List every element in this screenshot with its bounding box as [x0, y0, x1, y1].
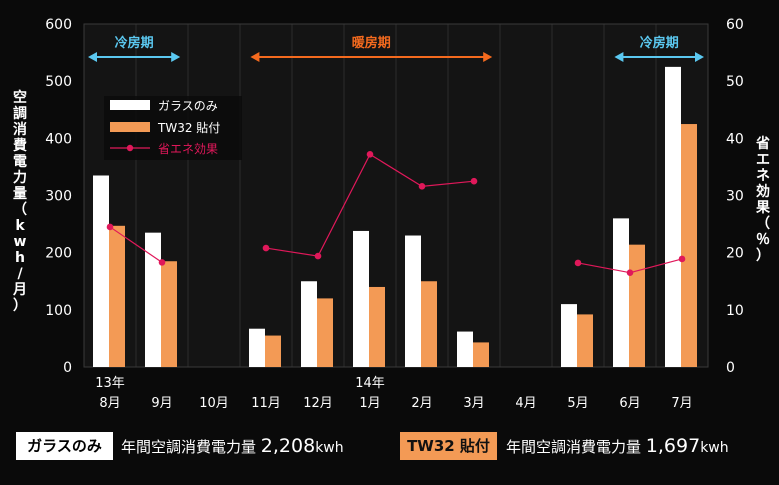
x-tick-label: 10月 — [199, 396, 229, 411]
x-year-label: 13年 — [95, 376, 125, 391]
legend-label-tw32: TW32 貼付 — [157, 120, 220, 135]
y2-tick-label: 0 — [726, 360, 735, 376]
y-tick-label: 600 — [45, 17, 72, 33]
bar-glass-only — [405, 235, 421, 367]
bar-glass-only — [457, 331, 473, 367]
x-tick-label: 11月 — [251, 396, 281, 411]
bar-tw32 — [629, 244, 645, 367]
bar-tw32 — [317, 298, 333, 367]
y-axis-title: 空調消費電力量（ k w h/月） — [12, 89, 27, 314]
x-tick-label: 8月 — [99, 396, 120, 411]
tw32-badge: TW32 貼付 — [400, 432, 497, 460]
y-tick-label: 0 — [63, 360, 72, 376]
period-arrow-head — [614, 52, 624, 62]
y2-tick-label: 50 — [726, 74, 744, 90]
x-tick-label: 3月 — [463, 396, 484, 411]
x-tick-label: 12月 — [303, 396, 333, 411]
point-energy-saving — [470, 177, 478, 185]
point-energy-saving — [158, 259, 166, 266]
x-tick-label: 4月 — [515, 396, 536, 411]
tw32-summary-label: 年間空調消費電力量 — [506, 438, 642, 456]
bar-glass-only — [561, 304, 577, 367]
legend-swatch-tw32 — [110, 122, 150, 132]
point-energy-saving — [262, 244, 270, 252]
legend-label-energy-saving: 省エネ効果 — [158, 141, 218, 156]
x-tick-label: 6月 — [619, 396, 640, 411]
x-tick-label: 9月 — [151, 396, 172, 411]
bar-glass-only — [301, 281, 317, 367]
point-energy-saving — [678, 255, 686, 263]
x-tick-label: 5月 — [567, 396, 588, 411]
period-arrow-head — [171, 52, 181, 62]
y-tick-label: 400 — [45, 131, 72, 147]
y2-tick-label: 10 — [726, 303, 744, 319]
glass-only-summary-unit: kwh — [315, 440, 344, 456]
glass-only-badge: ガラスのみ — [16, 432, 113, 460]
bar-glass-only — [665, 66, 681, 367]
x-tick-label: 1月 — [359, 396, 380, 411]
bar-tw32 — [473, 342, 489, 367]
period-label: 冷房期 — [115, 35, 154, 51]
point-energy-saving — [106, 223, 114, 231]
point-energy-saving — [314, 252, 322, 260]
point-energy-saving — [366, 151, 374, 158]
bar-glass-only — [145, 232, 161, 367]
y2-tick-label: 60 — [726, 17, 744, 33]
y-tick-label: 500 — [45, 74, 72, 90]
legend-label-glass-only: ガラスのみ — [158, 99, 218, 113]
energy-chart: 0 100 200 300 400 500 600 0 10 20 30 40 50 60 8月 9月 10月 1… — [12, 17, 771, 411]
legend-swatch-energy-saving-point — [126, 144, 134, 152]
y2-tick-label: 30 — [726, 189, 744, 205]
bar-tw32 — [421, 281, 437, 367]
tw32-summary: 年間空調消費電力量 1,697kwh — [506, 432, 729, 460]
y2-tick-label: 20 — [726, 246, 744, 262]
bar-tw32 — [109, 225, 125, 367]
tw32-summary-unit: kwh — [700, 440, 729, 456]
point-energy-saving — [418, 183, 426, 190]
y-tick-label: 100 — [45, 303, 72, 319]
period-arrow-head — [250, 52, 260, 62]
glass-only-summary-value: 2,208 — [260, 435, 316, 457]
bar-tw32 — [681, 124, 697, 368]
x-year-label: 14年 — [355, 376, 385, 391]
bar-tw32 — [577, 314, 593, 367]
bar-tw32 — [369, 286, 385, 367]
x-tick-label: 2月 — [411, 396, 432, 411]
period-label: 冷房期 — [640, 35, 679, 51]
bar-glass-only — [93, 175, 109, 367]
line-energy-saving — [109, 226, 163, 263]
glass-only-summary: 年間空調消費電力量 2,208kwh — [121, 432, 344, 460]
plot-frame — [83, 23, 709, 368]
x-tick-label: 7月 — [671, 396, 692, 411]
y2-tick-label: 40 — [726, 131, 744, 147]
y2-axis-title: 省エネ効果（％） — [755, 135, 771, 264]
y-tick-label: 300 — [45, 189, 72, 205]
bar-tw32 — [161, 261, 177, 367]
point-energy-saving — [574, 259, 582, 267]
legend-swatch-glass-only — [110, 100, 150, 110]
period-arrow-head — [695, 52, 704, 62]
bar-tw32 — [265, 335, 281, 367]
footer-summary: ガラスのみ 年間空調消費電力量 2,208kwh TW32 貼付 年間空調消費電… — [0, 426, 779, 466]
bar-glass-only — [249, 328, 265, 367]
period-label: 暖房期 — [352, 35, 391, 51]
period-arrow-head — [483, 52, 493, 62]
y-tick-label: 200 — [45, 246, 72, 262]
bar-glass-only — [353, 230, 369, 367]
glass-only-summary-label: 年間空調消費電力量 — [121, 438, 257, 456]
period-arrow-head — [88, 52, 97, 62]
bar-glass-only — [613, 218, 629, 367]
tw32-summary-value: 1,697 — [645, 435, 701, 457]
point-energy-saving — [626, 269, 634, 276]
